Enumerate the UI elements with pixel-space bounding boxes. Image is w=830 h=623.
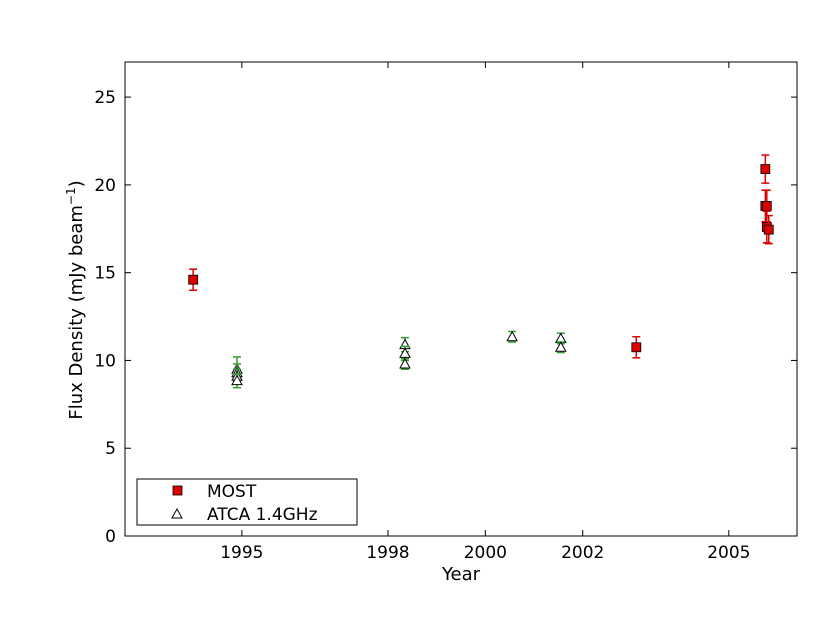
y-axis-label-main: Flux Density (mJy beam: [66, 205, 87, 420]
x-tick-label: 2000: [464, 543, 507, 563]
legend-atca-label: ATCA 1.4GHz: [207, 505, 318, 525]
data-point-most: [760, 164, 771, 174]
legend-atca-marker: [171, 507, 183, 519]
y-axis-label-superscript: −1: [64, 187, 78, 205]
data-point-most: [763, 224, 774, 235]
series-most: [188, 154, 774, 359]
y-tick-label: 5: [105, 439, 116, 459]
series-atca: [231, 330, 567, 389]
x-tick-label: 1998: [366, 543, 409, 563]
legend: MOST ATCA 1.4GHz: [136, 478, 358, 526]
data-point-atca: [399, 347, 411, 358]
legend-most-marker: [172, 485, 183, 496]
plot-frame: [124, 61, 798, 537]
x-axis: 1995 1998 2000 2002 2005: [220, 62, 750, 563]
y-tick-label: 0: [105, 527, 116, 547]
data-point-most: [761, 201, 772, 211]
y-tick-label: 10: [94, 351, 116, 371]
data-point-atca: [399, 357, 411, 369]
y-axis-label-close: ): [66, 180, 87, 187]
x-tick-label: 1995: [220, 543, 263, 563]
x-tick-label: 2005: [707, 543, 750, 563]
y-tick-label: 20: [94, 176, 116, 196]
legend-most-label: MOST: [207, 482, 257, 502]
data-point-atca: [231, 374, 243, 386]
y-axis-label: Flux Density (mJy beam−1): [64, 180, 87, 419]
y-tick-label: 25: [94, 88, 116, 108]
x-tick-label: 2002: [561, 543, 604, 563]
data-point-most: [631, 342, 642, 353]
data-point-atca: [554, 341, 567, 352]
data-point-atca: [506, 330, 518, 342]
x-axis-label: Year: [441, 564, 481, 585]
y-tick-label: 15: [94, 264, 116, 284]
data-point-most: [188, 274, 199, 285]
data-series: [188, 154, 774, 389]
y-axis: 0 5 10 15 20 25: [94, 88, 797, 547]
